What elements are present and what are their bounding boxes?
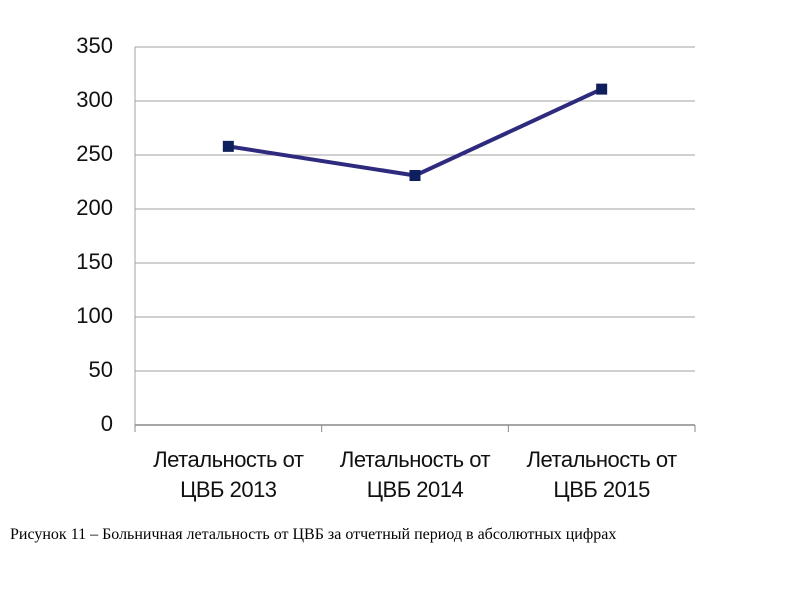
- y-tick-label: 200: [76, 195, 113, 220]
- x-tick-label: Летальность от ЦВБ 2015: [526, 447, 678, 502]
- marker: [596, 83, 608, 95]
- y-tick-label: 350: [76, 33, 113, 58]
- x-tick-label: Летальность от ЦВБ 2014: [339, 447, 491, 502]
- caption: Рисунок 11 – Больничная летальность от Ц…: [10, 526, 617, 543]
- marker: [222, 140, 234, 152]
- line: [228, 87, 603, 178]
- y-tick-label: 100: [76, 303, 113, 328]
- y-tick-label: 300: [76, 87, 113, 112]
- y-tick-label: 50: [89, 357, 113, 382]
- marker: [409, 170, 421, 182]
- y-tick-label: 250: [76, 141, 113, 166]
- y-tick-label: 0: [101, 411, 113, 436]
- y-tick-label: 150: [76, 249, 113, 274]
- x-tick-label: Летальность от ЦВБ 2013: [153, 447, 304, 502]
